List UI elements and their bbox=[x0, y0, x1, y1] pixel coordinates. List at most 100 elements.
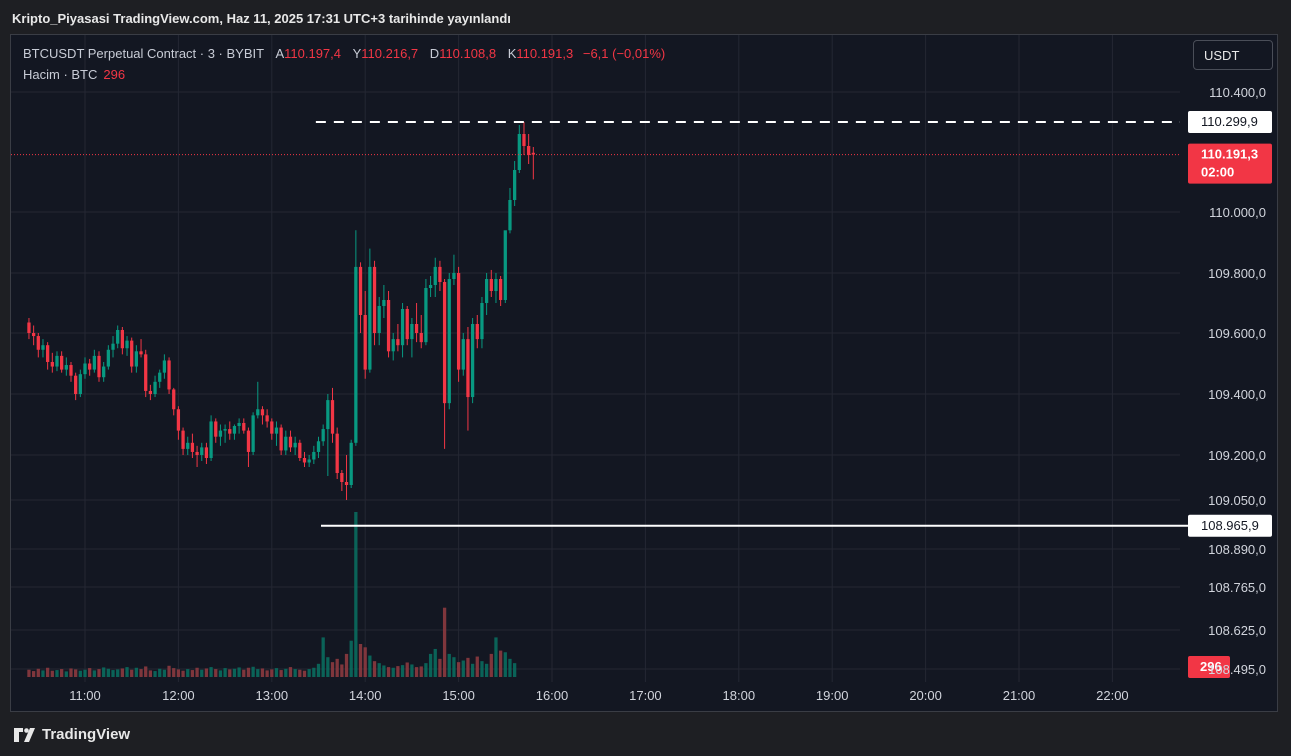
volume-bar bbox=[508, 658, 512, 677]
symbol-legend[interactable]: BTCUSDT Perpetual Contract · 3 · BYBIT A… bbox=[23, 46, 665, 61]
volume-bar bbox=[41, 670, 45, 677]
volume-bar bbox=[279, 670, 283, 677]
volume-bar bbox=[270, 669, 274, 677]
volume-bar bbox=[214, 669, 218, 677]
candle-body bbox=[111, 343, 115, 350]
volume-bar bbox=[424, 663, 428, 677]
candle-body bbox=[456, 273, 461, 370]
time-tick-label: 20:00 bbox=[909, 688, 942, 703]
volume-bar bbox=[27, 669, 31, 677]
candle-body bbox=[214, 421, 218, 437]
candles bbox=[27, 122, 535, 500]
volume-bar bbox=[414, 667, 419, 677]
candle-body bbox=[484, 279, 489, 303]
candle-body bbox=[419, 333, 423, 343]
volume-bar bbox=[256, 669, 260, 677]
candle-body bbox=[74, 375, 78, 394]
candle-body bbox=[382, 300, 386, 306]
candle-body bbox=[148, 390, 153, 394]
candle-body bbox=[200, 447, 204, 455]
candle-body bbox=[246, 430, 251, 452]
candle-body bbox=[391, 339, 395, 352]
volume-bar bbox=[372, 661, 377, 677]
support-price-tag-text: 108.965,9 bbox=[1201, 518, 1259, 533]
candle-body bbox=[83, 363, 87, 375]
open-value: 110.197,4 bbox=[284, 46, 341, 61]
candle-body bbox=[330, 400, 335, 434]
candle-body bbox=[218, 430, 223, 437]
candle-body bbox=[120, 330, 124, 349]
volume-bar bbox=[293, 669, 297, 677]
volume-bar bbox=[111, 670, 115, 677]
time-tick-label: 11:00 bbox=[69, 688, 101, 703]
candle-body bbox=[344, 482, 349, 485]
candle-body bbox=[251, 415, 255, 452]
volume-bar bbox=[405, 662, 409, 677]
resistance-price-tag-text: 110.299,9 bbox=[1201, 114, 1258, 129]
close-label: K bbox=[507, 46, 517, 61]
candle-body bbox=[162, 360, 167, 373]
candle-body bbox=[452, 273, 456, 279]
volume-bar bbox=[36, 668, 40, 677]
volume-bar bbox=[120, 668, 124, 677]
candle-body bbox=[139, 351, 143, 355]
volume-bar bbox=[302, 670, 307, 677]
tradingview-icon bbox=[14, 727, 35, 742]
volume-bar bbox=[64, 671, 68, 677]
candle-body bbox=[410, 324, 414, 340]
volume-bar bbox=[489, 653, 493, 677]
candle-body bbox=[372, 266, 377, 333]
volume-bar bbox=[298, 669, 302, 677]
close-value: 110.191,3 bbox=[516, 46, 574, 61]
candle-body bbox=[242, 422, 246, 431]
low-value: 110.108,8 bbox=[439, 46, 497, 61]
candle-body bbox=[480, 303, 484, 340]
volume-legend[interactable]: Hacim · BTC 296 bbox=[23, 67, 125, 82]
candle-body bbox=[316, 441, 321, 452]
time-tick-label: 14:00 bbox=[349, 688, 382, 703]
volume-bar bbox=[363, 647, 367, 677]
volume-bar bbox=[447, 653, 451, 677]
plot-background bbox=[11, 35, 1180, 682]
candle-body bbox=[88, 363, 92, 370]
candle-body bbox=[78, 374, 82, 394]
currency-button[interactable]: USDT bbox=[1193, 40, 1273, 70]
last-price-tag-text: 02:00 bbox=[1201, 165, 1234, 180]
volume-tag-bg bbox=[1188, 656, 1230, 678]
volume-bar bbox=[158, 668, 162, 677]
volume-bar bbox=[242, 669, 246, 677]
price-tick-label: 108.625,0 bbox=[1208, 623, 1266, 638]
candle-body bbox=[270, 421, 274, 434]
volume-bar bbox=[144, 666, 148, 677]
tradingview-logo[interactable]: TradingView bbox=[14, 726, 130, 743]
volume-bar bbox=[400, 665, 405, 677]
candle-body bbox=[228, 429, 232, 434]
volume-bar bbox=[186, 669, 190, 677]
last-price-tag-bg bbox=[1188, 143, 1272, 184]
volume-bar bbox=[139, 669, 143, 677]
candle-body bbox=[335, 433, 339, 473]
volume-bar bbox=[513, 663, 517, 677]
candle-body bbox=[134, 351, 139, 367]
volume-bar bbox=[125, 667, 129, 677]
resistance-price-tag-bg bbox=[1188, 111, 1272, 134]
candle-body bbox=[326, 400, 330, 430]
high-label: Y bbox=[352, 46, 362, 61]
price-tick-label: 109.400,0 bbox=[1208, 387, 1266, 402]
candle-body bbox=[396, 339, 400, 346]
volume-bar bbox=[442, 607, 447, 677]
candle-body bbox=[209, 421, 213, 458]
volume-bar bbox=[484, 663, 489, 677]
candle-body bbox=[475, 324, 479, 340]
volume-bar bbox=[232, 668, 237, 677]
volume-label: Hacim · BTC bbox=[23, 67, 98, 82]
candle-body bbox=[260, 409, 265, 416]
volume-bar bbox=[344, 653, 349, 677]
volume-bars bbox=[27, 512, 517, 677]
price-tick-label: 108.495,0 bbox=[1208, 662, 1266, 677]
volume-bar bbox=[209, 667, 213, 677]
price-tick-label: 109.200,0 bbox=[1208, 448, 1266, 463]
volume-bar bbox=[349, 640, 353, 677]
candle-body bbox=[102, 366, 106, 378]
